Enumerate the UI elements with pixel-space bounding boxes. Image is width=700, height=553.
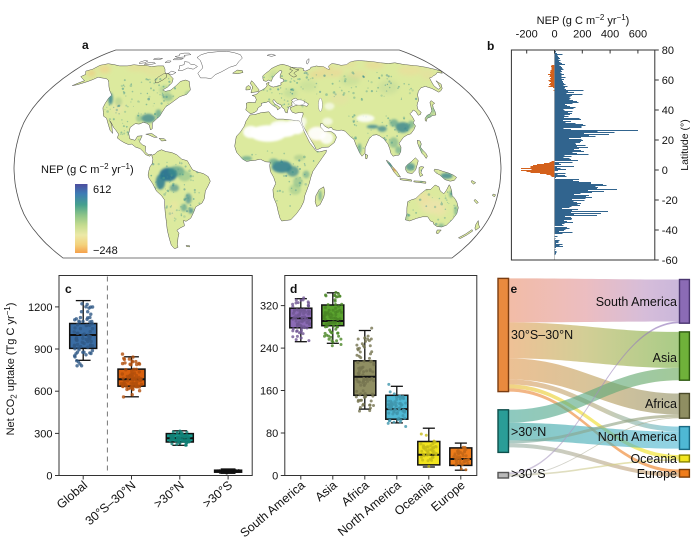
- svg-text:600: 600: [34, 386, 52, 398]
- svg-text:Net CO2 uptake (Tg C yr−1): Net CO2 uptake (Tg C yr−1): [3, 303, 19, 436]
- svg-text:320: 320: [260, 301, 278, 313]
- svg-text:400: 400: [601, 29, 619, 41]
- svg-text:40: 40: [662, 105, 674, 117]
- svg-text:30°S–30°N: 30°S–30°N: [511, 328, 573, 342]
- svg-text:612: 612: [93, 184, 111, 196]
- svg-text:a: a: [82, 38, 89, 52]
- svg-text:240: 240: [260, 343, 278, 355]
- svg-text:e: e: [511, 282, 518, 296]
- svg-text:>30°S: >30°S: [511, 467, 546, 481]
- svg-text:0: 0: [662, 165, 668, 177]
- svg-text:NEP (g C m−2 yr−1): NEP (g C m−2 yr−1): [537, 13, 630, 27]
- svg-text:Oceania: Oceania: [630, 452, 677, 466]
- svg-text:-40: -40: [662, 225, 678, 237]
- svg-text:300: 300: [34, 428, 52, 440]
- svg-text:80: 80: [662, 45, 674, 57]
- svg-text:-200: -200: [516, 29, 538, 41]
- svg-text:1200: 1200: [28, 302, 52, 314]
- svg-text:20: 20: [662, 135, 674, 147]
- svg-text:Africa: Africa: [645, 397, 677, 411]
- svg-text:-20: -20: [662, 195, 678, 207]
- svg-text:Europe: Europe: [637, 467, 677, 481]
- svg-text:NEP (g C m−2 yr−1): NEP (g C m−2 yr−1): [41, 162, 134, 176]
- svg-text:60: 60: [662, 75, 674, 87]
- svg-text:−248: −248: [93, 245, 118, 257]
- svg-text:c: c: [65, 282, 72, 296]
- svg-text:600: 600: [629, 29, 647, 41]
- svg-text:-60: -60: [662, 255, 678, 267]
- svg-text:South America: South America: [596, 295, 677, 309]
- svg-text:>30°N: >30°N: [511, 425, 546, 439]
- svg-text:d: d: [290, 282, 297, 296]
- svg-text:North America: North America: [598, 430, 677, 444]
- svg-text:b: b: [487, 39, 494, 53]
- svg-text:80: 80: [266, 428, 278, 440]
- svg-text:0: 0: [272, 471, 278, 483]
- svg-text:Latitude (°): Latitude (°): [679, 119, 691, 170]
- svg-text:200: 200: [573, 29, 591, 41]
- svg-text:900: 900: [34, 344, 52, 356]
- svg-text:0: 0: [551, 29, 557, 41]
- svg-text:160: 160: [260, 386, 278, 398]
- svg-text:Asia: Asia: [653, 351, 677, 365]
- svg-text:0: 0: [46, 471, 52, 483]
